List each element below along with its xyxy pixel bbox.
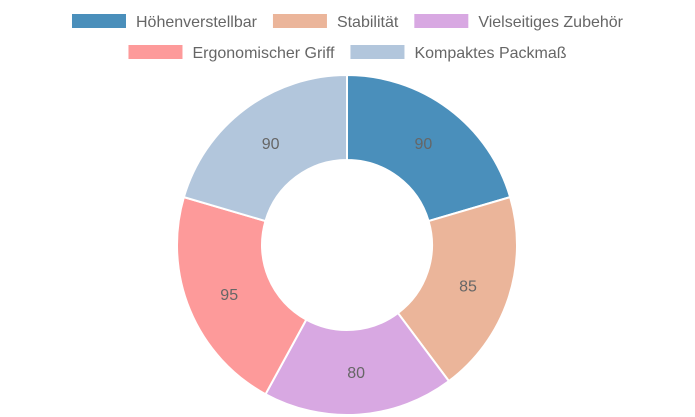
legend-swatch <box>350 45 405 59</box>
legend-swatch <box>128 45 183 59</box>
chart-slices <box>176 73 518 416</box>
legend-item-kompaktes-packmass[interactable]: Kompaktes Packmaß <box>350 45 567 62</box>
chart-value-labels: 90 85 80 95 90 <box>220 136 477 382</box>
legend-item-hoehenverstellbar[interactable]: Höhenverstellbar <box>71 14 258 31</box>
value-label-stabilitaet: 85 <box>459 278 477 295</box>
legend-label: Stabilität <box>337 14 399 31</box>
slice-hoehenverstellbar[interactable] <box>346 73 512 223</box>
legend-item-stabilitaet[interactable]: Stabilität <box>272 14 399 31</box>
legend-swatch <box>272 14 327 28</box>
legend-label: Ergonomischer Griff <box>192 45 335 62</box>
value-label-ergonomischer-griff: 95 <box>220 287 238 304</box>
value-label-hoehenverstellbar: 90 <box>415 136 433 153</box>
legend-label: Höhenverstellbar <box>136 14 258 31</box>
chart-legend: Höhenverstellbar Stabilität Vielseitiges Z… <box>71 14 624 62</box>
legend-item-vielseitiges-zubehoer[interactable]: Vielseitiges Zubehör <box>414 14 624 31</box>
legend-item-ergonomischer-griff[interactable]: Ergonomischer Griff <box>128 45 335 62</box>
value-label-vielseitiges-zubehoer: 80 <box>347 365 365 382</box>
legend-label: Vielseitiges Zubehör <box>478 14 623 31</box>
value-label-kompaktes-packmass: 90 <box>262 136 280 153</box>
legend-label: Kompaktes Packmaß <box>414 45 566 62</box>
legend-swatch <box>414 14 469 28</box>
legend-swatch <box>71 14 126 28</box>
slice-vielseitiges-zubehoer[interactable] <box>264 311 451 416</box>
slice-kompaktes-packmass[interactable] <box>182 73 348 223</box>
slice-ergonomischer-griff[interactable] <box>176 195 308 396</box>
slice-stabilitaet[interactable] <box>396 195 518 383</box>
